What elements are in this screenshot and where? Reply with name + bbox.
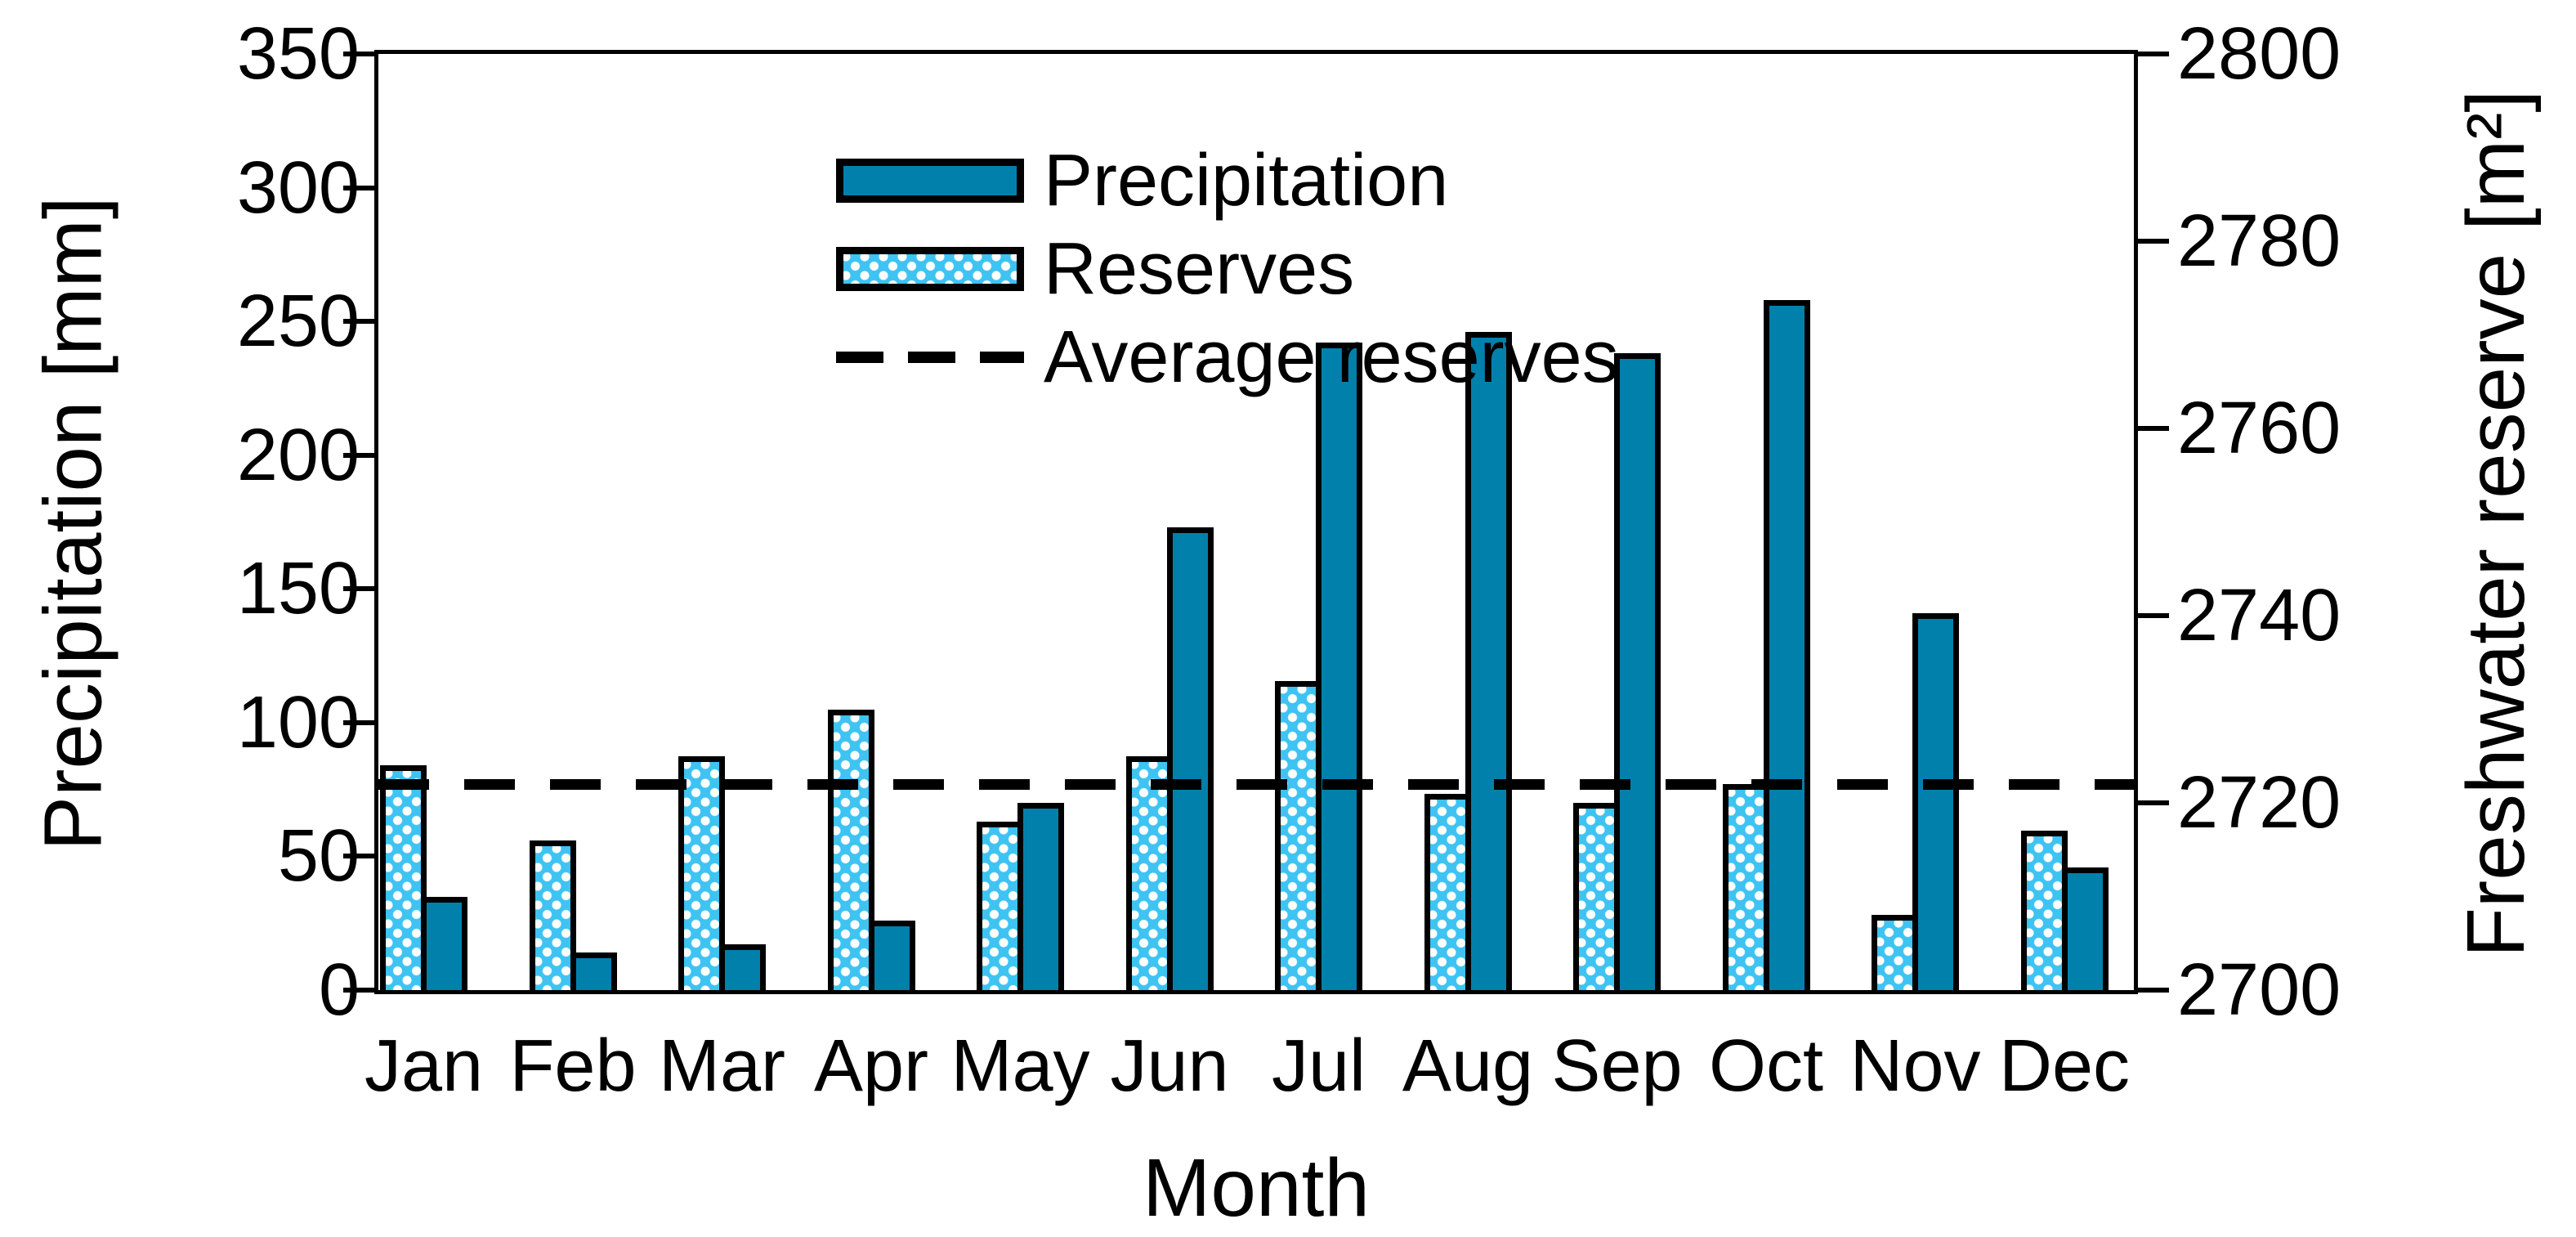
right-axis-tick: [2138, 988, 2169, 993]
left-axis-tick-label: 50: [277, 815, 360, 898]
reserves-bar-apr: [827, 709, 874, 990]
reserves-bar-jun: [1125, 755, 1173, 990]
left-axis-tick: [343, 586, 374, 592]
right-axis-tick: [2138, 800, 2169, 805]
legend-item-reserves: Reserves: [836, 232, 1619, 306]
legend-label-average-reserves: Average reserves: [1044, 316, 1619, 398]
right-axis-tick: [2138, 52, 2169, 56]
left-axis-tick: [343, 319, 374, 325]
left-axis-tick-label: 150: [236, 548, 360, 630]
left-axis-tick-label: 350: [236, 13, 360, 95]
reserves-bar-aug: [1424, 793, 1471, 990]
x-tick-label-may: May: [950, 1025, 1090, 1107]
legend-item-precipitation: Precipitation: [836, 144, 1619, 217]
left-axis-tick-label: 300: [236, 146, 360, 229]
x-tick-label-jul: Jul: [1271, 1025, 1366, 1107]
left-axis-tick-label: 100: [236, 681, 360, 764]
precipitation-bar-jan: [421, 896, 467, 990]
reserves-bar-feb: [529, 840, 576, 990]
reserves-bar-sep: [1573, 803, 1620, 990]
precipitation-bar-jul: [1316, 343, 1362, 990]
x-tick-label-jan: Jan: [364, 1025, 484, 1107]
x-tick-label-oct: Oct: [1708, 1025, 1824, 1107]
left-axis-tick: [343, 452, 374, 458]
precipitation-bar-nov: [1912, 612, 1959, 990]
legend-label-precipitation: Precipitation: [1044, 140, 1449, 222]
precipitation-bar-oct: [1763, 299, 1810, 990]
legend-swatch-precipitation: [836, 159, 1024, 203]
right-axis-tick-label: 2720: [2177, 762, 2341, 844]
right-axis-tick-label: 2700: [2177, 949, 2341, 1031]
reserves-bar-nov: [1872, 915, 1918, 990]
right-axis-tick: [2138, 426, 2169, 431]
left-axis-title: Precipitation [mm]: [27, 195, 119, 851]
plot-area: Precipitation Reserves Average reserves: [374, 50, 2138, 994]
precipitation-bar-mar: [719, 944, 766, 990]
reserves-bar-jan: [380, 765, 427, 990]
x-tick-label-feb: Feb: [509, 1025, 637, 1107]
precipitation-bar-dec: [2061, 867, 2109, 990]
precipitation-bar-apr: [868, 920, 915, 990]
legend-label-reserves: Reserves: [1044, 228, 1355, 310]
left-axis-tick-label: 0: [318, 949, 360, 1031]
right-axis-tick-label: 2800: [2177, 13, 2341, 95]
right-axis-tick-label: 2760: [2177, 388, 2341, 469]
legend-swatch-reserves: [836, 247, 1024, 291]
x-tick-label-sep: Sep: [1551, 1025, 1683, 1107]
precipitation-bar-may: [1017, 803, 1064, 990]
left-axis-tick: [343, 854, 374, 859]
right-axis-title: Freshwater reserve [m²]: [2450, 89, 2542, 957]
precipitation-bar-jun: [1166, 527, 1214, 990]
reserves-bar-oct: [1722, 784, 1769, 990]
reserves-bar-jul: [1275, 681, 1322, 990]
right-axis-tick-label: 2740: [2177, 575, 2341, 657]
x-tick-label-mar: Mar: [659, 1025, 785, 1107]
reserves-bar-may: [977, 821, 1023, 990]
legend-item-average-reserves: Average reserves: [836, 320, 1619, 394]
precipitation-bar-aug: [1465, 332, 1512, 990]
right-axis-tick: [2138, 239, 2169, 244]
legend: Precipitation Reserves Average reserves: [836, 144, 1619, 394]
reserves-bar-mar: [678, 755, 725, 990]
precipitation-bar-sep: [1614, 353, 1661, 990]
right-axis-tick-label: 2780: [2177, 200, 2341, 282]
left-axis-tick: [343, 185, 374, 190]
x-axis-title: Month: [1143, 1142, 1370, 1234]
x-tick-label-dec: Dec: [1998, 1025, 2131, 1107]
reserves-bar-dec: [2020, 831, 2068, 990]
x-tick-label-nov: Nov: [1849, 1025, 1981, 1107]
x-tick-label-aug: Aug: [1402, 1025, 1534, 1107]
x-tick-label-apr: Apr: [813, 1025, 929, 1107]
left-axis-tick: [343, 988, 374, 993]
legend-dash-sample-average-reserves: [836, 352, 1024, 363]
left-axis-tick-label: 200: [236, 414, 360, 496]
left-axis-tick: [343, 52, 374, 56]
precipitation-bar-feb: [570, 952, 617, 990]
left-axis-tick: [343, 719, 374, 725]
x-tick-label-jun: Jun: [1110, 1025, 1229, 1107]
average-reserves-dashed-line: [378, 779, 2134, 791]
right-axis-tick: [2138, 613, 2169, 618]
left-axis-tick-label: 250: [236, 280, 360, 363]
